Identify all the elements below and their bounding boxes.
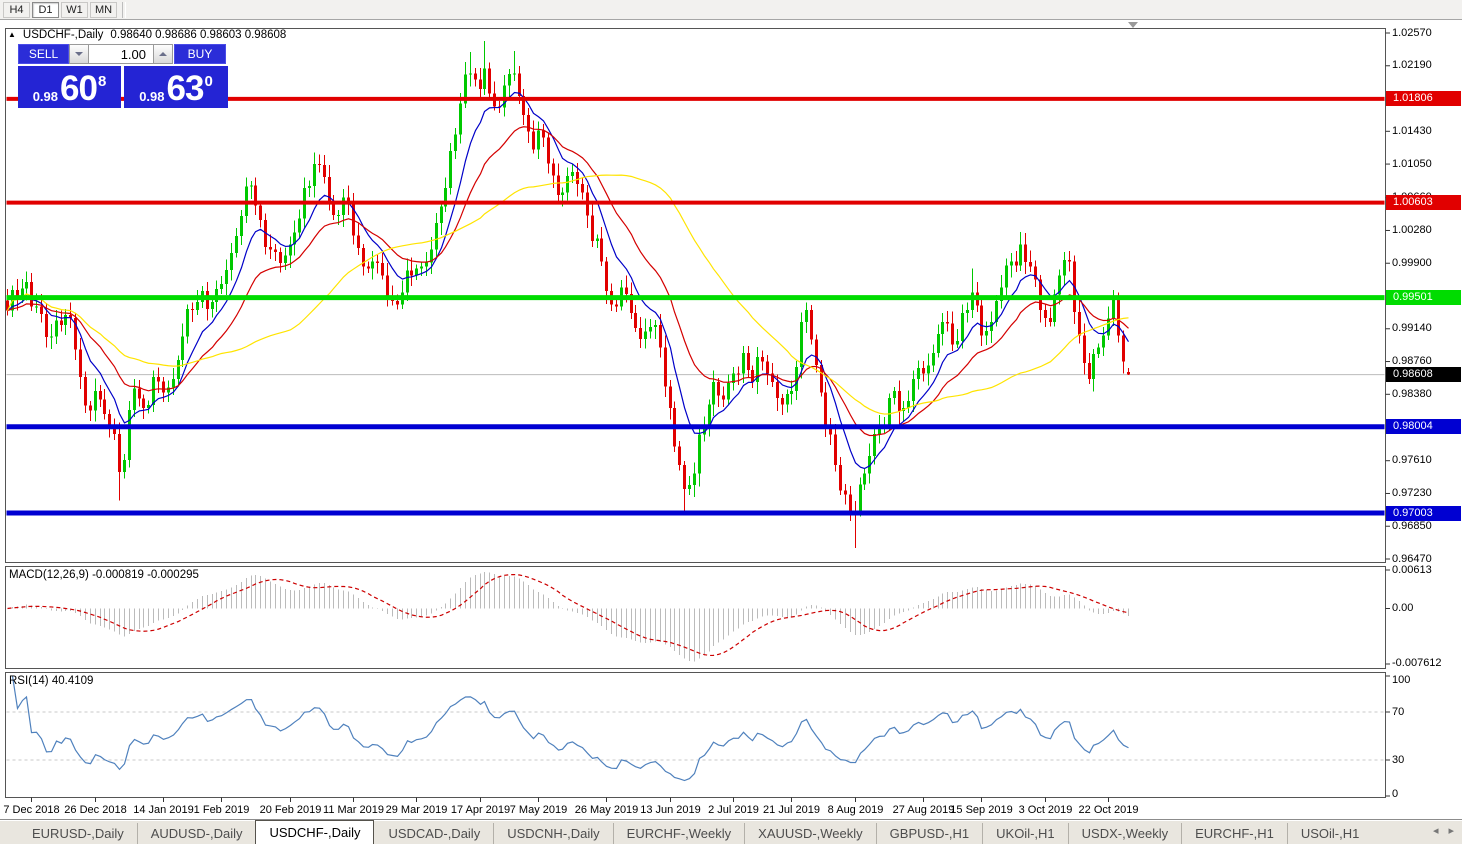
sell-price-big: 60: [60, 69, 98, 108]
date-tick-label: 21 Jul 2019: [763, 804, 820, 816]
buy-button[interactable]: BUY: [174, 44, 226, 64]
date-tick-label: 26 Dec 2018: [64, 804, 127, 816]
rsi-axis-label: 100: [1392, 674, 1411, 686]
date-tick-label: 7 Dec 2018: [3, 804, 60, 816]
date-tick-label: 29 Mar 2019: [385, 804, 448, 816]
tab-usoil-h1[interactable]: USOil-,H1: [1286, 823, 1373, 844]
date-tick-label: 7 May 2019: [509, 804, 568, 816]
tab-scroll-nav: ◂ ▸: [1433, 824, 1454, 837]
timeframe-mn[interactable]: MN: [90, 1, 117, 18]
rsi-value: 40.4109: [51, 675, 94, 687]
price-level-badge: 0.99501: [1386, 290, 1461, 306]
sell-button[interactable]: SELL: [18, 44, 69, 64]
tab-audusd-daily[interactable]: AUDUSD-,Daily: [136, 823, 256, 844]
date-tick-label: 11 Mar 2019: [323, 804, 384, 816]
buy-price-sup: 0: [204, 73, 213, 90]
tab-usdcad-daily[interactable]: USDCAD-,Daily: [388, 826, 481, 841]
price-tick-label: 1.01050: [1392, 157, 1432, 170]
sell-price-sup: 8: [97, 73, 107, 90]
price-tick-label: 0.97610: [1392, 454, 1432, 467]
tab-usdx-weekly[interactable]: USDX-,Weekly: [1067, 823, 1181, 844]
price-level-badge: 0.98004: [1386, 419, 1461, 435]
price-tick-label: 0.98380: [1392, 387, 1432, 400]
buy-price-button[interactable]: 0.98 63 0: [124, 66, 228, 108]
price-tick-label: 0.96470: [1392, 552, 1432, 565]
date-tick-label: 27 Aug 2019: [892, 804, 955, 816]
date-tick-label: 1 Feb 2019: [193, 804, 250, 816]
rsi-name: RSI(14): [9, 675, 49, 687]
macd-histogram: [12, 571, 1129, 662]
one-click-trading-panel: SELL 1.00 BUY 0.98 60 8 0.98 63 0: [18, 44, 228, 108]
chart-title: ▲ USDCHF-,Daily 0.98640 0.98686 0.98603 …: [8, 28, 286, 42]
date-tick-label: 15 Sep 2019: [950, 804, 1013, 816]
date-tick-label: 8 Aug 2019: [827, 804, 884, 816]
macd-values: -0.000819 -0.000295: [92, 569, 199, 581]
one-click-top-row: SELL 1.00 BUY: [18, 44, 228, 64]
price-tick-label: 0.99140: [1392, 322, 1432, 335]
tab-gbpusd-h1[interactable]: GBPUSD-,H1: [875, 823, 982, 844]
timeframe-d1[interactable]: D1: [32, 1, 59, 18]
tab-ukoil-h1[interactable]: UKOil-,H1: [982, 823, 1068, 844]
date-tick-label: 3 Oct 2019: [1018, 804, 1073, 816]
current-price-badge: 0.98608: [1386, 367, 1461, 383]
one-click-price-row: 0.98 60 8 0.98 63 0: [18, 66, 228, 108]
price-level-badge: 0.97003: [1386, 505, 1461, 521]
rsi-indicator-label: RSI(14) 40.4109: [9, 675, 93, 687]
volume-input[interactable]: 1.00: [89, 44, 153, 64]
price-tick-label: 0.96850: [1392, 519, 1432, 532]
tab-scroll-left-icon[interactable]: ◂: [1432, 825, 1439, 837]
tab-scroll-right-icon[interactable]: ▸: [1448, 825, 1454, 837]
timeframe-h4[interactable]: H4: [3, 1, 30, 18]
macd-axis-zero: 0.00: [1392, 601, 1414, 614]
sell-price-prefix: 0.98: [32, 89, 59, 104]
symbol-period-label: USDCHF-,Daily: [22, 29, 104, 41]
price-level-badge: 1.00603: [1386, 195, 1461, 211]
tab-usdchf-daily[interactable]: USDCHF-,Daily: [255, 820, 375, 844]
date-tick-label: 26 May 2019: [574, 804, 639, 816]
tab-eurchf-weekly[interactable]: EURCHF-,Weekly: [612, 823, 745, 844]
sell-price-button[interactable]: 0.98 60 8: [18, 66, 121, 108]
chart-shift-marker[interactable]: [1128, 22, 1138, 28]
date-tick-label: 2 Jul 2019: [708, 804, 759, 816]
timeframe-w1[interactable]: W1: [61, 1, 88, 18]
macd-name: MACD(12,26,9): [9, 569, 89, 581]
price-tick-label: 0.99900: [1392, 256, 1432, 269]
rsi-axis-label: 70: [1392, 705, 1405, 718]
price-tick-label: 0.98760: [1392, 355, 1432, 368]
chart-tab-bar: EURUSD-,Daily AUDUSD-,Daily USDCHF-,Daily U…: [0, 819, 1462, 844]
date-tick-label: 20 Feb 2019: [259, 804, 322, 816]
tab-eurusd-daily[interactable]: EURUSD-,Daily: [32, 826, 124, 841]
date-tick-label: 13 Jun 2019: [640, 804, 701, 816]
tab-eurchf-h1[interactable]: EURCHF-,H1: [1181, 823, 1287, 844]
toolbar-separator: [122, 1, 126, 18]
price-tick-label: 1.00280: [1392, 223, 1432, 236]
price-tick-label: 1.01430: [1392, 124, 1432, 137]
price-tick-label: 1.02190: [1392, 59, 1432, 72]
tab-xauusd-weekly[interactable]: XAUUSD-,Weekly: [744, 823, 876, 844]
volume-increase-button[interactable]: [153, 44, 173, 64]
macd-axis-min: -0.007612: [1392, 657, 1442, 669]
buy-price-big: 63: [166, 69, 205, 108]
buy-price-prefix: 0.98: [139, 89, 165, 104]
date-tick-label: 17 Apr 2019: [450, 804, 511, 816]
rsi-axis-label: 30: [1392, 753, 1405, 766]
tab-usdcnh-daily[interactable]: USDCNH-,Daily: [493, 823, 612, 844]
macd-indicator-label: MACD(12,26,9) -0.000819 -0.000295: [9, 569, 199, 581]
price-tick-label: 0.97230: [1392, 486, 1432, 499]
date-tick-label: 22 Oct 2019: [1078, 804, 1139, 816]
collapse-triangle-icon[interactable]: ▲: [8, 30, 16, 39]
triangle-up-icon: [159, 52, 167, 56]
volume-decrease-button[interactable]: [69, 44, 89, 64]
price-tick-label: 1.02570: [1392, 26, 1432, 39]
triangle-down-icon: [75, 52, 83, 56]
ohlc-readout: 0.98640 0.98686 0.98603 0.98608: [110, 29, 287, 41]
date-tick-label: 14 Jan 2019: [133, 804, 194, 816]
price-level-badge: 1.01806: [1386, 91, 1461, 107]
macd-axis-max: 0.00613: [1392, 564, 1432, 576]
rsi-axis-label: 0: [1392, 788, 1399, 800]
timeframe-toolbar: H4 D1 W1 MN: [0, 0, 1462, 20]
